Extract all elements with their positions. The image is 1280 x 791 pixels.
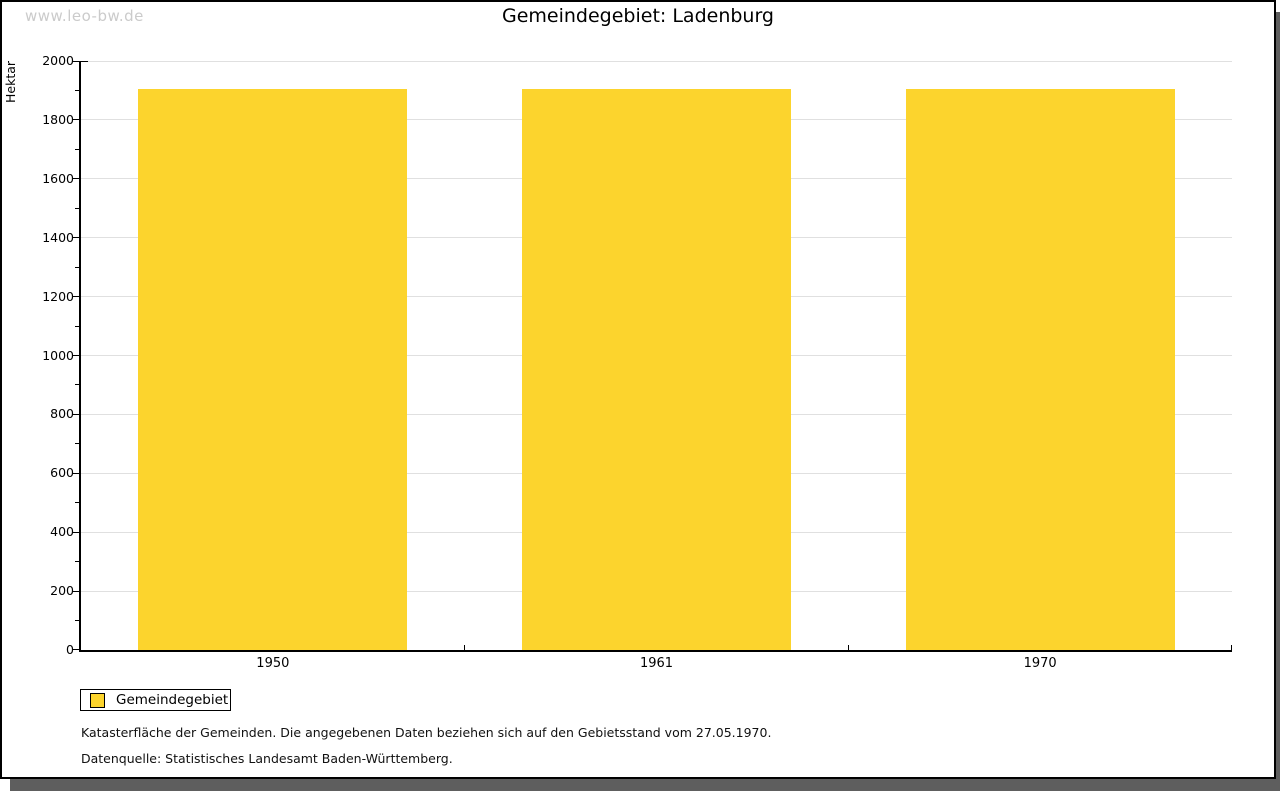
y-tick-label: 0 [66, 642, 74, 657]
y-major-tick [72, 119, 79, 121]
y-minor-tick [75, 620, 79, 621]
y-tick-label: 800 [50, 406, 74, 422]
x-tick-label: 1961 [639, 656, 674, 671]
y-major-tick [72, 531, 79, 533]
watermark: www.leo-bw.de [25, 7, 144, 25]
y-major-tick [72, 296, 79, 298]
y-major-tick [72, 649, 79, 650]
chart-title: Gemeindegebiet: Ladenburg [501, 5, 774, 27]
y-major-tick [72, 590, 79, 592]
bar-1970 [905, 89, 1175, 650]
y-tick-label: 600 [50, 465, 74, 481]
y-minor-tick [75, 443, 79, 445]
y-tick-label: 1800 [42, 111, 74, 127]
y-tick-label: 1400 [42, 229, 74, 245]
y-tick-label: 1200 [42, 288, 74, 304]
y-axis-top-stub [81, 61, 88, 62]
y-tick-label: 1600 [42, 170, 74, 186]
y-gridline [81, 61, 1232, 62]
legend-label: Gemeindegebiet [116, 691, 229, 708]
y-minor-tick [75, 266, 79, 268]
y-tick-label: 1000 [42, 347, 74, 363]
y-major-tick [72, 178, 79, 180]
y-major-tick [72, 413, 79, 415]
bar-1961 [522, 89, 791, 650]
y-tick-label: 200 [50, 583, 74, 599]
y-minor-tick [75, 207, 79, 209]
y-major-tick [72, 61, 79, 62]
x-tick-label: 1970 [1023, 656, 1057, 671]
y-minor-tick [75, 90, 79, 91]
y-major-tick [72, 355, 79, 356]
x-axis-end-tick [1231, 645, 1232, 650]
y-major-tick [72, 472, 79, 474]
y-major-tick [72, 237, 79, 239]
y-minor-tick [75, 384, 79, 386]
y-minor-tick [75, 502, 79, 504]
plot-area [72, 61, 1232, 652]
footnote-source-note: Katasterfläche der Gemeinden. Die angege… [81, 725, 772, 740]
y-minor-tick [75, 325, 79, 327]
y-tick-label: 2000 [42, 53, 74, 68]
x-tick-label: 1950 [256, 656, 290, 671]
legend-swatch-icon [90, 692, 105, 708]
legend: Gemeindegebiet [80, 689, 231, 711]
x-boundary-tick [464, 645, 466, 650]
x-boundary-tick [847, 645, 849, 650]
footnote-data-source: Datenquelle: Statistisches Landesamt Bad… [81, 751, 453, 766]
bar-1950 [138, 89, 408, 650]
y-minor-tick [75, 561, 79, 563]
y-minor-tick [75, 148, 79, 150]
y-tick-label: 400 [50, 524, 74, 540]
